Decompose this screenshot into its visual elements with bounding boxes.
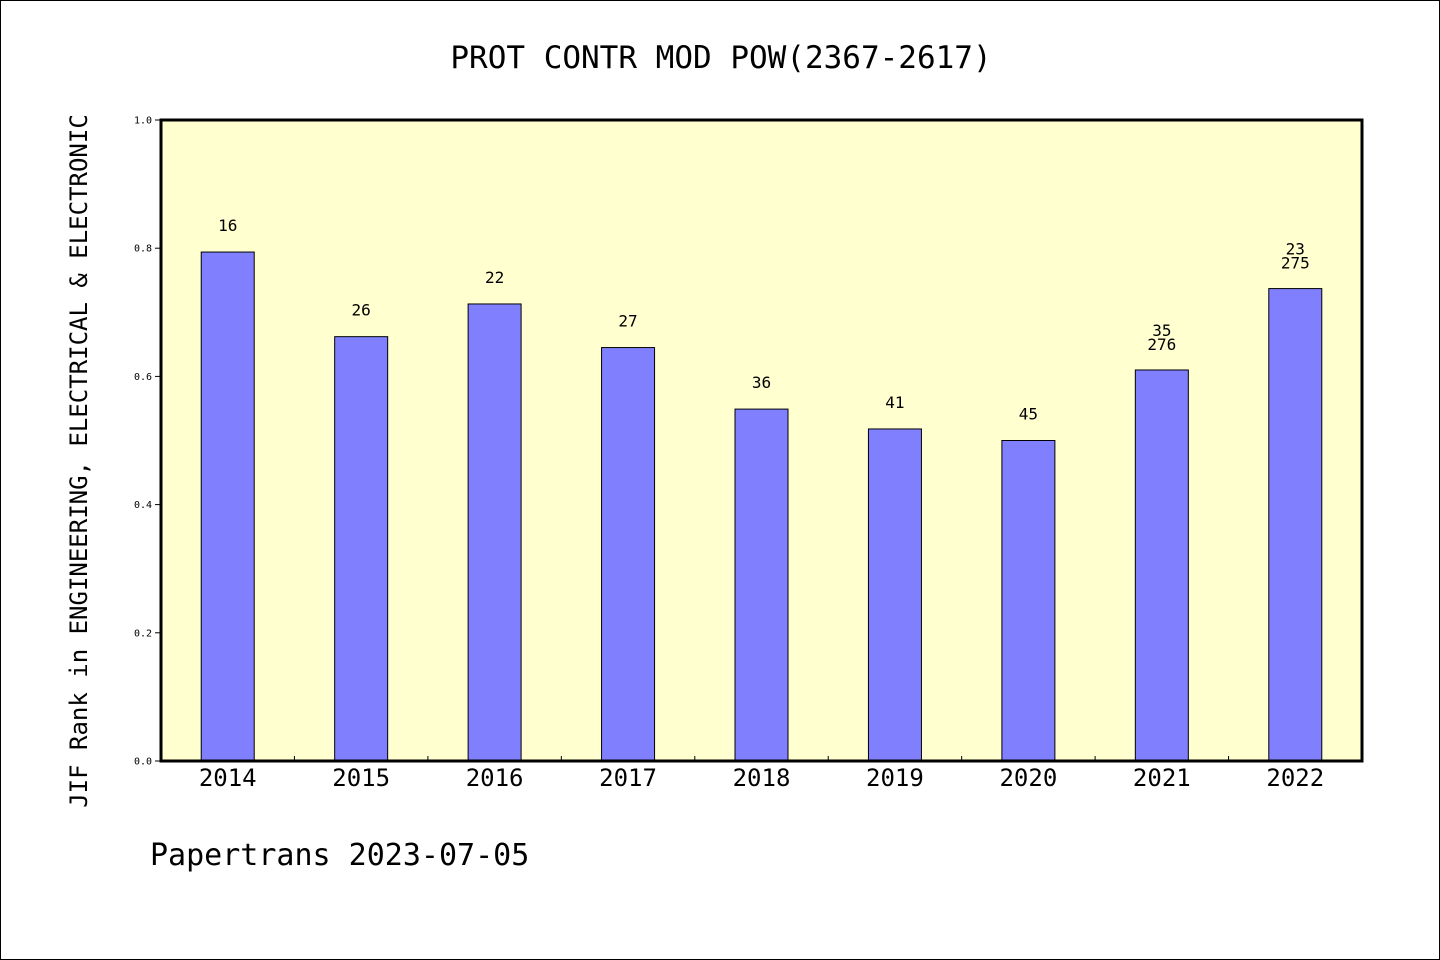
bar-data-label: 35	[1152, 321, 1171, 340]
y-tick-label: 0.6	[134, 372, 152, 383]
x-tick-label: 2014	[199, 764, 257, 792]
bar-data-label: 41	[885, 393, 904, 412]
chart-title: PROT CONTR MOD POW(2367-2617)	[450, 40, 991, 76]
y-tick-label: 0.4	[134, 500, 152, 511]
x-tick-label: 2018	[733, 764, 791, 792]
bar-data-label: 45	[1019, 405, 1038, 424]
x-tick-label: 2019	[866, 764, 924, 792]
bar-2015	[334, 336, 389, 762]
plot-border	[159, 118, 1364, 763]
x-tick-label: 2021	[1133, 764, 1191, 792]
bar-2018	[734, 408, 789, 762]
x-tick-label: 2017	[599, 764, 657, 792]
y-tick-label: 0.2	[134, 628, 152, 639]
x-tick-label: 2022	[1266, 764, 1324, 792]
x-tick-label: 2016	[466, 764, 524, 792]
y-tick-label: 0.8	[134, 244, 152, 255]
bar-2016	[467, 303, 522, 762]
bar-2020	[1001, 440, 1056, 762]
bar-2022	[1268, 288, 1323, 762]
bar-data-label: 276	[1147, 335, 1176, 354]
bar-data-label: 22	[485, 268, 504, 287]
x-tick-label: 2015	[332, 764, 390, 792]
y-tick-label: 1.0	[134, 116, 152, 127]
bar-data-label: 275	[1281, 254, 1310, 273]
bar-2021	[1134, 369, 1189, 762]
bar-2017	[601, 347, 656, 762]
bar-2014	[200, 251, 255, 762]
x-tick-label: 2020	[999, 764, 1057, 792]
bar-data-label: 23	[1286, 240, 1305, 259]
y-axis: 0.0 0.2 0.4 0.6 0.8 1.0	[134, 116, 161, 768]
y-tick-label: 0.0	[134, 757, 152, 768]
bar-data-label: 36	[752, 373, 771, 392]
footer-credit: Papertrans 2023-07-05	[150, 838, 529, 873]
y-axis-label: JIF Rank in ENGINEERING, ELECTRICAL & EL…	[65, 114, 93, 808]
bar-data-label: 27	[618, 312, 637, 331]
x-axis: 2014 2015 2016 2017 2018 2019 2020 2021 2022	[199, 756, 1324, 792]
bar-data-label: 16	[218, 216, 237, 235]
bar-data-label: 26	[352, 301, 371, 320]
bar-2019	[867, 428, 922, 762]
